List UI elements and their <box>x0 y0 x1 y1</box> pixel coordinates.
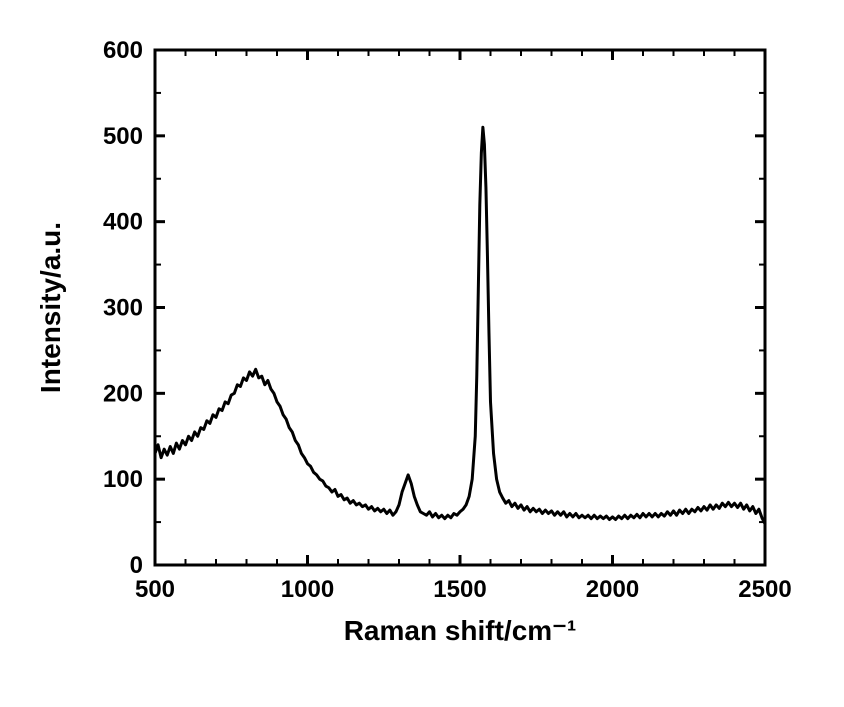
y-axis-label: Intensity/a.u. <box>35 222 66 393</box>
raman-chart-svg: 500 1000 1500 2000 2500 0 100 200 300 400 500 600 Ra… <box>0 0 844 707</box>
y-tick-label: 500 <box>103 123 143 150</box>
y-tick-label: 600 <box>103 37 143 64</box>
x-axis-label: Raman shift/cm⁻¹ <box>344 615 577 646</box>
y-tick-label: 0 <box>130 552 143 579</box>
y-tick-label: 300 <box>103 295 143 322</box>
y-tick-label: 100 <box>103 466 143 493</box>
x-tick-label: 1000 <box>281 576 334 603</box>
x-tick-label: 2000 <box>586 576 639 603</box>
x-tick-label: 2500 <box>738 576 791 603</box>
y-tick-label: 400 <box>103 209 143 236</box>
y-tick-label: 200 <box>103 380 143 407</box>
x-tick-label: 1500 <box>433 576 486 603</box>
x-tick-label: 500 <box>135 576 175 603</box>
raman-chart-container: 500 1000 1500 2000 2500 0 100 200 300 400 500 600 Ra… <box>0 0 844 707</box>
